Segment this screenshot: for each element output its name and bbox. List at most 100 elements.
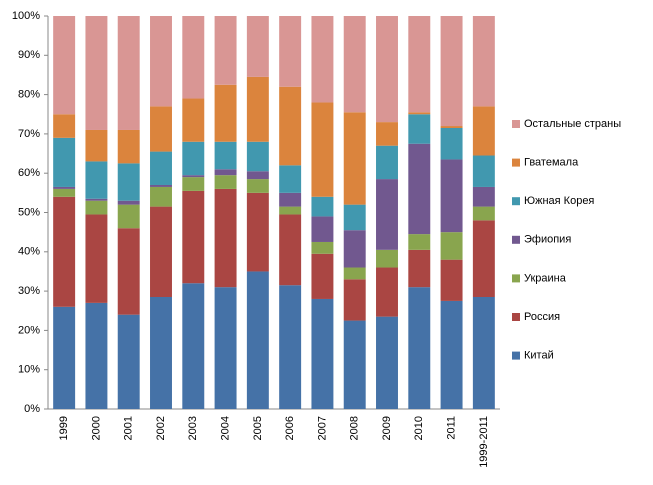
legend-label: Гватемала [524,157,579,169]
bar-segment [214,175,237,189]
bar-segment [53,306,76,409]
y-tick-label: 100% [12,10,40,22]
y-tick-label: 20% [18,324,40,336]
bar-segment [214,188,237,288]
x-tick-label: 2003 [187,416,199,440]
bar-segment [472,106,495,156]
bar-segment [117,228,140,315]
bar-segment [311,102,334,197]
legend-swatch [512,197,520,206]
bar-segment [53,114,76,138]
bar-segment [85,200,108,215]
bar-segment [440,128,463,160]
bar-segment [408,114,431,144]
bar-segment [376,316,398,409]
y-tick-label: 10% [18,364,40,376]
x-tick-label: 2000 [90,416,102,440]
bar-segment [311,196,334,217]
legend-label: Эфиопия [524,234,571,246]
bar-segment [117,16,140,130]
bar-segment [246,271,269,409]
legend-label: Россия [524,311,560,323]
bar-segment [53,137,76,187]
bar-segment [279,165,302,193]
bar-segment [150,106,172,152]
bar-segment [117,314,140,409]
bar-segment [53,186,76,189]
y-tick-label: 0% [24,403,40,415]
bar-segment [85,129,108,162]
bar-segment [343,112,366,205]
bar-segment [472,296,495,409]
bar-segment [214,287,237,409]
bar-segment [182,175,205,178]
bar-segment [408,249,431,288]
bar-segment [279,86,302,166]
bar-segment [440,16,463,127]
legend-swatch [512,120,520,128]
bar-segment [376,16,398,123]
bar-segment [440,300,463,409]
y-tick-label: 60% [18,167,40,179]
bar-segment [85,161,108,199]
bar-segment [311,298,334,409]
bar-segment [117,163,140,201]
x-tick-label: 2009 [381,416,393,440]
bar-segment [279,285,302,409]
bar-segment [343,230,366,268]
y-tick-label: 80% [18,89,40,101]
bar-segment [311,241,334,254]
bar-segment [311,253,334,299]
bar-segment [343,267,366,280]
legend-label: Остальные страны [524,118,621,130]
x-tick-label: 1999 [58,416,70,440]
bar-segment [85,214,108,303]
bar-segment [214,84,237,142]
x-tick-label: 2006 [284,416,296,440]
bar-segment [472,16,495,107]
bar-segment [376,122,398,146]
x-tick-label: 2002 [155,416,167,440]
bar-segment [150,184,172,187]
bar-segment [150,296,172,409]
legend-label: Южная Корея [524,195,594,207]
bar-segment [150,186,172,207]
x-tick-label: 1999-2011 [478,416,490,468]
bar-segment [279,16,302,87]
bar-segment [53,16,76,115]
y-tick-label: 90% [18,49,40,61]
bar-segment [246,171,269,180]
bar-segment [182,190,205,284]
bar-segment [182,177,205,191]
x-tick-label: 2004 [219,416,231,440]
bar-segment [472,206,495,221]
bar-segment [408,16,431,113]
legend-swatch [512,274,520,283]
bar-segment [85,198,108,201]
bar-segment [376,145,398,180]
bar-segment [150,206,172,297]
bar-segment [408,234,431,250]
bar-segment [246,179,269,193]
legend-swatch [512,313,520,321]
bar-segment [472,155,495,187]
bar-segment [376,249,398,268]
bar-segment [182,98,205,142]
x-tick-label: 2011 [445,416,457,440]
y-tick-label: 30% [18,285,40,297]
bar-segment [440,159,463,233]
bar-segment [117,200,140,205]
bar-segment [343,320,366,409]
bar-segment [246,192,269,272]
bar-segment [117,129,140,164]
bar-segment [279,214,302,286]
bar-segment [214,141,237,170]
bar-segment [53,188,76,197]
bar-segment [472,220,495,297]
bar-segment [85,16,108,130]
bar-segment [376,267,398,317]
bar-segment [279,192,302,207]
bar-segment [408,112,431,115]
bar-segment [343,16,366,113]
